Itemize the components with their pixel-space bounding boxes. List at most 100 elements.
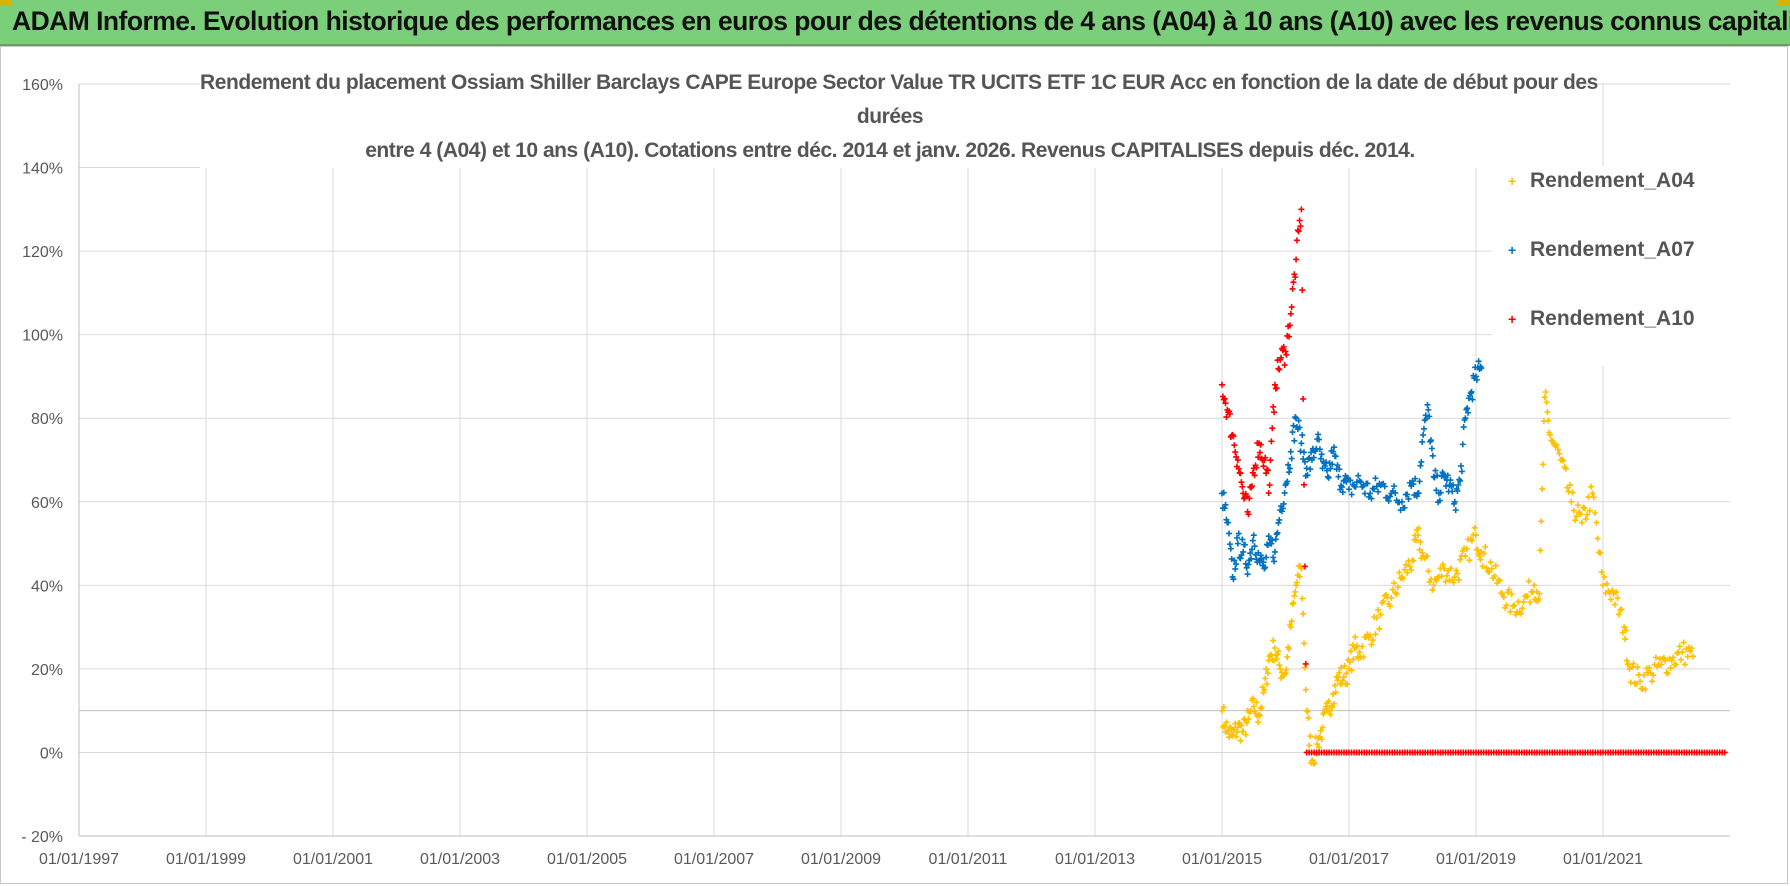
data-point — [1332, 689, 1339, 696]
data-point — [1261, 686, 1268, 693]
data-point — [1569, 489, 1576, 496]
data-point — [1419, 549, 1426, 556]
data-point — [1688, 645, 1695, 652]
data-point — [1248, 555, 1255, 562]
data-point — [1368, 495, 1375, 502]
data-point — [1281, 489, 1288, 496]
x-tick-label: 01/01/2007 — [674, 851, 754, 868]
x-tick-label: 01/01/2019 — [1436, 851, 1516, 868]
data-point — [1235, 530, 1242, 537]
data-point — [1307, 466, 1314, 473]
data-point — [1457, 556, 1464, 563]
data-point — [1355, 472, 1362, 479]
data-point — [1368, 641, 1375, 648]
data-point — [1413, 493, 1420, 500]
data-point — [1316, 744, 1323, 751]
data-point — [1297, 448, 1304, 455]
data-point — [1667, 664, 1674, 671]
data-point — [1316, 436, 1323, 443]
x-tick-label: 01/01/2011 — [929, 851, 1008, 868]
data-point — [1648, 678, 1655, 685]
data-point — [1430, 582, 1437, 589]
data-point — [1474, 546, 1481, 553]
data-point — [1295, 417, 1302, 424]
data-point — [1372, 631, 1379, 638]
x-tick-label: 01/01/1999 — [166, 851, 246, 868]
data-point — [1480, 550, 1487, 557]
data-point — [1577, 511, 1584, 518]
data-point — [1346, 486, 1352, 493]
data-point — [1274, 651, 1281, 658]
data-point — [1295, 228, 1302, 235]
data-point — [1286, 646, 1293, 653]
data-point — [1637, 678, 1644, 685]
data-point — [1301, 481, 1308, 488]
data-point — [1250, 532, 1257, 539]
data-point — [1304, 708, 1311, 715]
data-point — [1422, 412, 1429, 419]
data-point — [1314, 741, 1321, 748]
data-point — [1297, 223, 1304, 230]
data-point — [1270, 403, 1277, 410]
data-point — [1226, 530, 1233, 537]
data-point — [1291, 592, 1298, 599]
data-point — [1247, 550, 1254, 557]
data-point — [1543, 399, 1550, 406]
data-point — [1428, 445, 1435, 452]
data-point — [1341, 662, 1348, 669]
data-point — [1220, 396, 1227, 403]
data-point — [1331, 682, 1338, 689]
data-point — [1483, 564, 1490, 571]
data-point — [1428, 437, 1435, 444]
data-point — [1348, 491, 1355, 498]
data-point — [1329, 461, 1336, 468]
data-point — [1347, 477, 1354, 484]
data-point — [1251, 472, 1258, 479]
data-point — [1425, 406, 1432, 413]
x-tick-label: 01/01/2021 — [1563, 851, 1643, 868]
data-point — [1400, 575, 1407, 582]
data-point — [1469, 396, 1476, 403]
data-point — [1239, 483, 1246, 490]
data-point — [1282, 670, 1289, 677]
data-point — [1232, 449, 1239, 456]
data-point — [1222, 501, 1229, 508]
data-point — [1321, 709, 1328, 716]
data-point — [1226, 734, 1233, 741]
data-point — [1301, 458, 1308, 465]
data-point — [1458, 462, 1465, 469]
data-point — [1290, 279, 1297, 286]
data-point — [1267, 457, 1274, 464]
data-point — [1433, 487, 1440, 494]
data-point — [1545, 417, 1552, 424]
data-point — [1585, 493, 1592, 500]
data-point — [1572, 517, 1579, 524]
data-point — [1268, 540, 1275, 547]
data-point — [1323, 459, 1330, 466]
data-point — [1260, 559, 1267, 566]
data-point — [1256, 711, 1263, 718]
data-point — [1239, 536, 1246, 543]
data-point — [1582, 516, 1589, 523]
legend-marker-icon: + — [1508, 173, 1517, 189]
data-point — [1277, 665, 1284, 672]
data-point — [1417, 539, 1424, 546]
data-point — [1289, 429, 1296, 436]
data-point — [1257, 705, 1264, 712]
data-point — [1231, 442, 1238, 449]
data-point — [1264, 467, 1271, 474]
data-point — [1301, 664, 1308, 671]
data-point — [1250, 703, 1257, 710]
data-point — [1327, 465, 1334, 472]
data-point — [1682, 661, 1689, 668]
data-point — [1293, 579, 1300, 586]
data-point — [1432, 467, 1439, 474]
data-point — [1425, 568, 1432, 575]
data-point — [1237, 555, 1244, 562]
y-tick-label: 140% — [22, 161, 63, 178]
data-point — [1235, 465, 1242, 472]
data-point — [1570, 507, 1577, 514]
data-point — [1298, 440, 1305, 447]
data-point — [1499, 590, 1506, 597]
data-point — [1410, 481, 1417, 488]
